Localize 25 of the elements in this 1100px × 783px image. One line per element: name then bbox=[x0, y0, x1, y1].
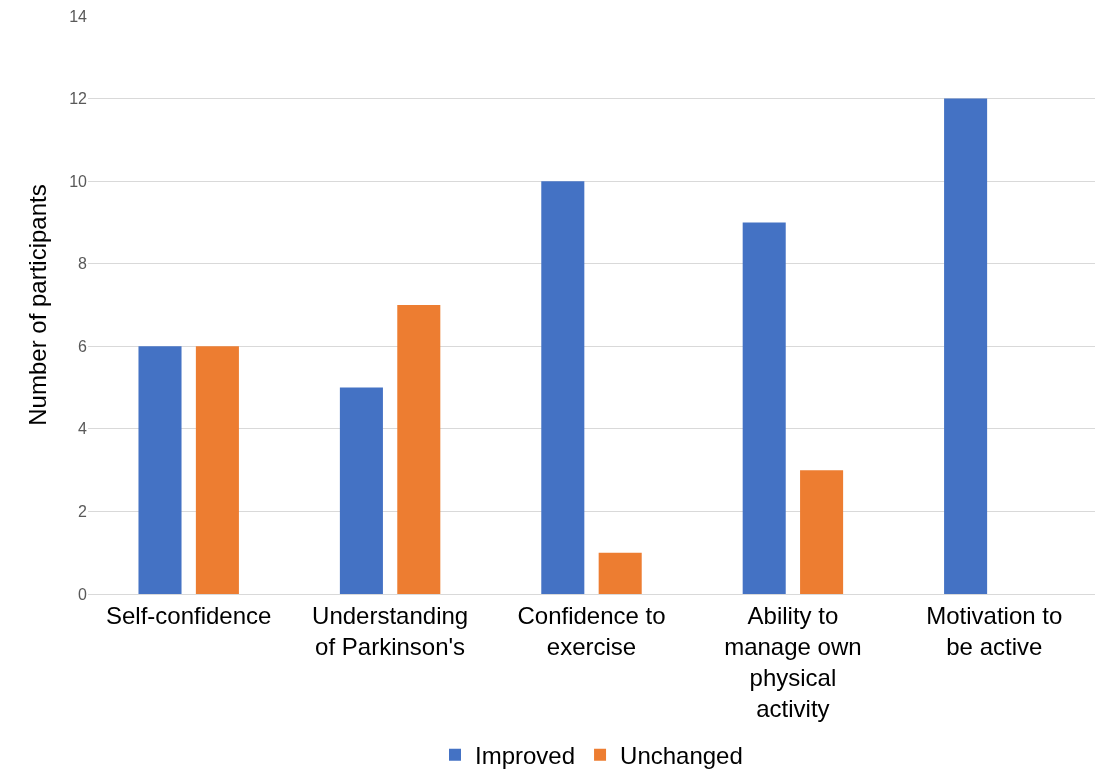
bar bbox=[800, 470, 844, 594]
bar bbox=[944, 98, 988, 594]
y-tick-label: 6 bbox=[78, 337, 88, 355]
bar bbox=[195, 346, 239, 594]
x-tick-label: Self-confidence bbox=[105, 601, 272, 629]
bar bbox=[598, 552, 642, 594]
bar bbox=[397, 305, 441, 594]
bar bbox=[339, 387, 383, 594]
y-axis-title: Number of participants bbox=[24, 184, 52, 426]
y-tick-label: 0 bbox=[78, 585, 88, 603]
y-tick-label: 2 bbox=[78, 503, 88, 521]
legend-label: Improved bbox=[475, 742, 576, 770]
bar bbox=[138, 346, 182, 594]
bar bbox=[742, 222, 786, 594]
y-tick-label: 10 bbox=[69, 172, 88, 190]
y-tick-label: 8 bbox=[78, 255, 88, 273]
x-tick-label: Motivation to be active bbox=[926, 601, 1063, 660]
x-tick-label: Ability to manage own physical activity bbox=[724, 601, 862, 723]
bar bbox=[541, 181, 585, 594]
y-tick-label: 14 bbox=[69, 7, 88, 25]
legend-label: Unchanged bbox=[620, 742, 743, 770]
y-tick-label: 12 bbox=[69, 90, 88, 108]
x-tick-label: Understanding of Parkinson's bbox=[312, 601, 469, 660]
x-tick-label: Confidence to exercise bbox=[517, 601, 666, 660]
y-tick-label: 4 bbox=[78, 420, 88, 438]
